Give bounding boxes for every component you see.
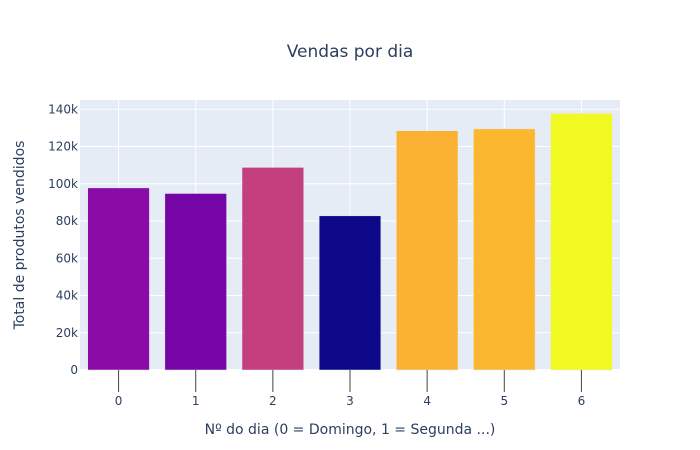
bar-day-1	[164, 193, 227, 371]
axis-layer: 0 20k 40k 60k 80k 100k 120k 140k 0 1 2 3 4 5 6	[48, 102, 585, 408]
y-tick-label: 120k	[48, 140, 78, 154]
bar-day-3	[318, 215, 382, 371]
y-tick-label: 80k	[56, 214, 78, 228]
x-tick-label: 1	[192, 394, 200, 408]
x-axis-title: Nº do dia (0 = Domingo, 1 = Segunda ...)	[205, 422, 496, 438]
bar-day-0	[87, 187, 150, 371]
x-tick-label: 5	[500, 394, 508, 408]
x-tick-label: 0	[115, 394, 123, 408]
x-tick-label: 4	[423, 394, 431, 408]
chart-title: Vendas por dia	[287, 42, 414, 62]
x-tick-label: 3	[346, 394, 354, 408]
y-tick-label: 100k	[48, 177, 78, 191]
y-tick-label: 140k	[48, 102, 78, 116]
y-tick-label: 40k	[56, 289, 78, 303]
bar-layer	[87, 113, 613, 371]
y-tick-label: 20k	[56, 326, 78, 340]
y-tick-label: 60k	[56, 251, 78, 265]
x-tick-label: 6	[578, 394, 586, 408]
bar-day-4	[396, 130, 459, 371]
bar-day-5	[473, 128, 536, 371]
y-axis-title: Total de produtos vendidos	[12, 141, 28, 331]
bar-day-2	[241, 167, 304, 371]
x-tick-label: 2	[269, 394, 277, 408]
y-tick-label: 0	[70, 363, 78, 377]
bar-day-6	[550, 113, 613, 371]
